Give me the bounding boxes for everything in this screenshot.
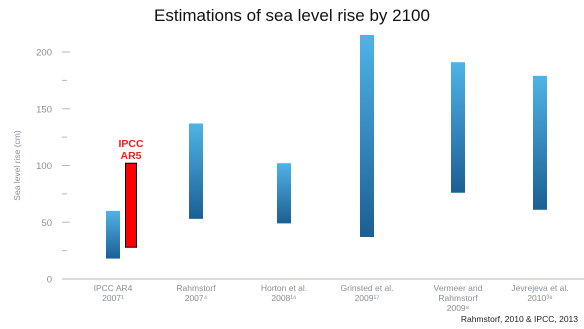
category-label: 2008¹⁶ xyxy=(271,293,296,303)
range-bar xyxy=(277,163,291,224)
category-label: Rahmstorf xyxy=(438,293,478,303)
ar5-bar xyxy=(125,162,137,248)
category-label: 2007¹ xyxy=(102,293,124,303)
y-tick-label: 50 xyxy=(41,218,52,229)
range-bar xyxy=(106,210,120,259)
category-label: 2007⁴ xyxy=(185,293,208,303)
category-label: 2009¹⁷ xyxy=(355,293,380,303)
ar5-label: AR5 xyxy=(120,150,141,162)
source-note: Rahmstorf, 2010 & IPCC, 2013 xyxy=(460,314,578,324)
range-bar xyxy=(189,123,203,219)
category-label: IPCC AR4 xyxy=(94,283,133,293)
range-bar xyxy=(360,34,374,238)
category-label: Jevrejeva et al. xyxy=(511,283,568,293)
category-label: Grinsted et al. xyxy=(341,283,394,293)
y-axis-label: Sea level rise (cm) xyxy=(12,130,22,201)
range-bar xyxy=(451,62,465,193)
category-label: 2010³⁸ xyxy=(527,293,553,303)
y-tick-label: 100 xyxy=(36,161,52,172)
category-label: 2009⁸ xyxy=(447,303,470,313)
range-bar xyxy=(533,75,547,210)
y-tick-label: 0 xyxy=(47,275,52,286)
y-tick-label: 200 xyxy=(36,48,52,59)
category-label: Rahmstorf xyxy=(176,283,216,293)
category-label: Vermeer and xyxy=(434,283,483,293)
chart-title: Estimations of sea level rise by 2100 xyxy=(154,6,430,25)
ar5-label: IPCC xyxy=(118,138,144,150)
category-label: Horton et al. xyxy=(261,283,307,293)
y-tick-label: 150 xyxy=(36,104,52,115)
